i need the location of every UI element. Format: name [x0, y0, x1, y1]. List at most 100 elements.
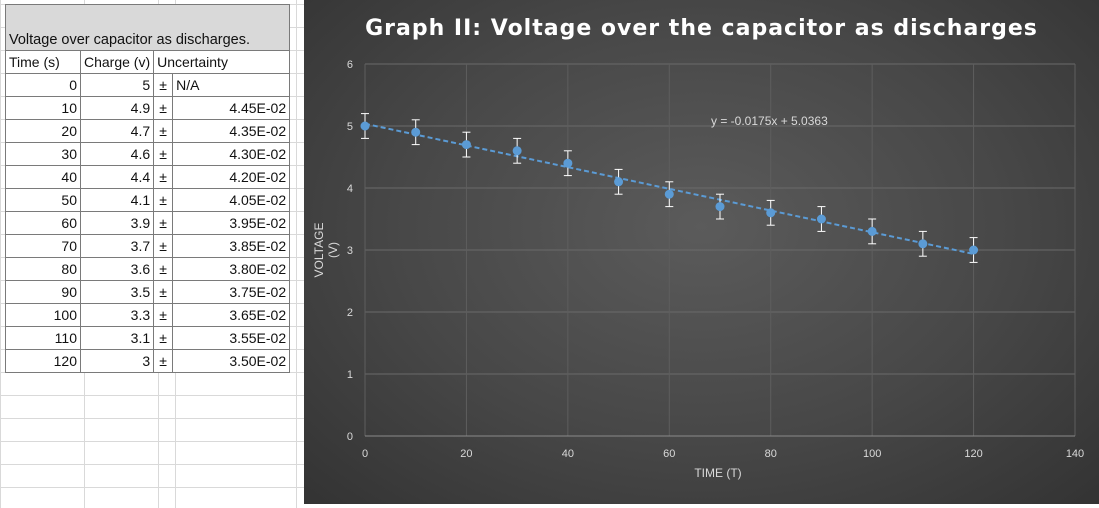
cell-time[interactable]: 40	[5, 165, 81, 189]
table-row: 0 5 ± N/A	[5, 73, 291, 97]
cell-plus-minus[interactable]: ±	[153, 96, 174, 120]
data-point	[766, 208, 776, 218]
cell-uncertainty[interactable]: 4.35E-02	[172, 119, 291, 143]
cell-time[interactable]: 0	[5, 73, 81, 97]
x-tick-label: 0	[362, 448, 368, 460]
data-point	[867, 226, 877, 236]
header-time[interactable]: Time (s)	[5, 50, 81, 74]
cell-plus-minus[interactable]: ±	[153, 211, 174, 235]
x-tick-label: 80	[765, 448, 777, 460]
table-row: 30 4.6 ±4.30E-02	[5, 142, 291, 166]
cell-charge[interactable]: 4.6	[79, 142, 155, 166]
cell-time[interactable]: 60	[5, 211, 81, 235]
cell-time[interactable]: 90	[5, 280, 81, 304]
y-tick-label: 6	[347, 59, 353, 71]
cell-plus-minus[interactable]: ±	[153, 303, 174, 327]
cell-plus-minus[interactable]: ±	[153, 349, 174, 373]
cell-time[interactable]: 80	[5, 257, 81, 281]
cell-time[interactable]: 50	[5, 188, 81, 212]
table-title[interactable]: Voltage over capacitor as discharges.	[4, 4, 291, 51]
cell-time[interactable]: 70	[5, 234, 81, 258]
table-row: 40 4.4 ±4.20E-02	[5, 165, 291, 189]
cell-uncertainty[interactable]: 3.75E-02	[172, 280, 291, 304]
cell-charge[interactable]: 3.3	[79, 303, 155, 327]
y-tick-label: 5	[347, 121, 353, 133]
data-point	[715, 202, 725, 212]
x-tick-label: 140	[1066, 448, 1084, 460]
cell-charge[interactable]: 4.9	[79, 96, 155, 120]
cell-uncertainty[interactable]: 4.20E-02	[172, 165, 291, 189]
data-point	[614, 177, 624, 187]
cell-time[interactable]: 100	[5, 303, 81, 327]
cell-plus-minus[interactable]: ±	[153, 165, 174, 189]
x-tick-label: 120	[964, 448, 982, 460]
data-table: Voltage over capacitor as discharges. Ti…	[4, 4, 291, 373]
cell-charge[interactable]: 4.1	[79, 188, 155, 212]
y-axis-title: VOLTAGE (V)	[312, 222, 340, 278]
cell-time[interactable]: 10	[5, 96, 81, 120]
data-point	[411, 127, 421, 137]
cell-time[interactable]: 30	[5, 142, 81, 166]
cell-plus-minus[interactable]: ±	[153, 188, 174, 212]
cell-charge[interactable]: 3.6	[79, 257, 155, 281]
table-row: 20 4.7 ±4.35E-02	[5, 119, 291, 143]
table-row: 100 3.3 ±3.65E-02	[5, 303, 291, 327]
y-tick-label: 1	[347, 369, 353, 381]
chart-area[interactable]: 0 1 2 3 4 5 6 0 20 40 60 80 100 120 140 Graph II: Volt…	[304, 0, 1099, 504]
header-charge[interactable]: Charge (v)	[79, 50, 155, 74]
cell-charge[interactable]: 4.7	[79, 119, 155, 143]
data-point	[816, 214, 826, 224]
cell-time[interactable]: 120	[5, 349, 81, 373]
cell-plus-minus[interactable]: ±	[153, 73, 174, 97]
cell-time[interactable]: 110	[5, 326, 81, 350]
cell-plus-minus[interactable]: ±	[153, 234, 174, 258]
data-point	[664, 189, 674, 199]
header-uncertainty[interactable]: Uncertainty	[153, 50, 291, 74]
cell-charge[interactable]: 3	[79, 349, 155, 373]
cell-uncertainty[interactable]: 3.95E-02	[172, 211, 291, 235]
data-point	[360, 121, 370, 131]
x-axis-title: TIME (T)	[694, 466, 742, 480]
column-divider	[296, 0, 297, 508]
y-tick-label: 4	[347, 183, 353, 195]
table-row: 90 3.5 ±3.75E-02	[5, 280, 291, 304]
x-tick-label: 40	[562, 448, 574, 460]
cell-plus-minus[interactable]: ±	[153, 142, 174, 166]
cell-uncertainty[interactable]: 3.65E-02	[172, 303, 291, 327]
table-row: 70 3.7 ±3.85E-02	[5, 234, 291, 258]
data-point	[918, 239, 928, 249]
table-row: 80 3.6 ±3.80E-02	[5, 257, 291, 281]
y-tick-label: 3	[347, 245, 353, 257]
table-header-row: Time (s) Charge (v) Uncertainty	[5, 50, 291, 74]
data-point	[969, 245, 979, 255]
data-point	[461, 140, 471, 150]
cell-charge[interactable]: 3.9	[79, 211, 155, 235]
cell-plus-minus[interactable]: ±	[153, 257, 174, 281]
cell-plus-minus[interactable]: ±	[153, 119, 174, 143]
data-point	[563, 158, 573, 168]
cell-plus-minus[interactable]: ±	[153, 280, 174, 304]
table-row: 110 3.1 ±3.55E-02	[5, 326, 291, 350]
cell-charge[interactable]: 3.1	[79, 326, 155, 350]
cell-time[interactable]: 20	[5, 119, 81, 143]
cell-uncertainty[interactable]: 3.50E-02	[172, 349, 291, 373]
cell-uncertainty[interactable]: N/A	[172, 73, 291, 97]
cell-charge[interactable]: 3.7	[79, 234, 155, 258]
table-row: 60 3.9 ±3.95E-02	[5, 211, 291, 235]
cell-uncertainty[interactable]: 3.80E-02	[172, 257, 291, 281]
y-tick-label: 2	[347, 307, 353, 319]
x-tick-label: 60	[663, 448, 675, 460]
table-row: 10 4.9 ±4.45E-02	[5, 96, 291, 120]
cell-uncertainty[interactable]: 4.45E-02	[172, 96, 291, 120]
chart-title: Graph II: Voltage over the capacitor as …	[365, 16, 1038, 41]
cell-uncertainty[interactable]: 4.30E-02	[172, 142, 291, 166]
cell-charge[interactable]: 3.5	[79, 280, 155, 304]
cell-uncertainty[interactable]: 4.05E-02	[172, 188, 291, 212]
cell-uncertainty[interactable]: 3.85E-02	[172, 234, 291, 258]
cell-uncertainty[interactable]: 3.55E-02	[172, 326, 291, 350]
trendline-equation: y = -0.0175x + 5.0363	[711, 114, 828, 128]
cell-charge[interactable]: 4.4	[79, 165, 155, 189]
cell-charge[interactable]: 5	[79, 73, 155, 97]
cell-plus-minus[interactable]: ±	[153, 326, 174, 350]
